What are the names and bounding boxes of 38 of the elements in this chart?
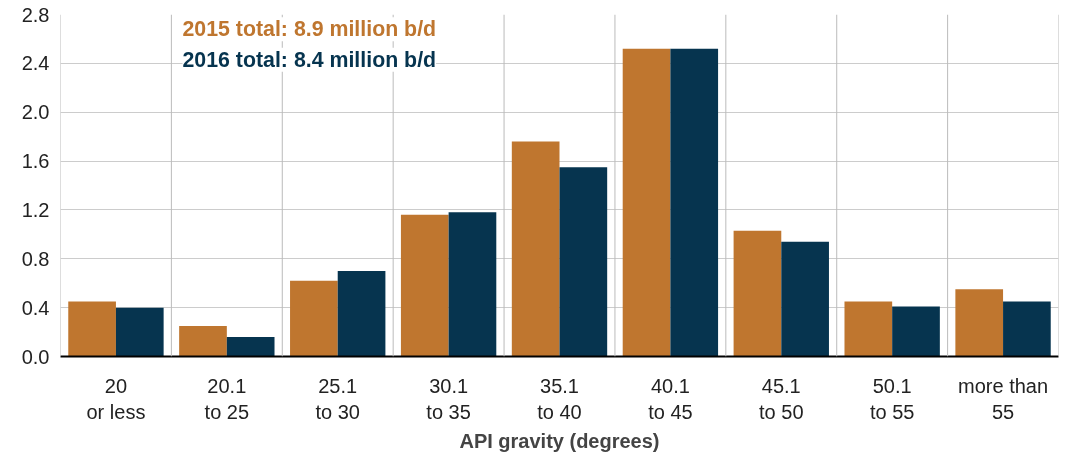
bar: [559, 167, 608, 357]
x-tick-label: 45.1 to 50: [759, 374, 804, 423]
y-tick-label: 1.2: [21, 198, 50, 221]
bar: [1003, 301, 1051, 357]
annotation: 2016 total: 8.4 million b/d: [182, 47, 437, 72]
y-tick-label: 1.6: [21, 150, 50, 173]
y-tick-label: 0.4: [21, 296, 50, 319]
bar: [68, 301, 116, 357]
bar: [226, 336, 275, 357]
x-tick-label: 20 or less: [86, 374, 146, 423]
bar: [115, 307, 164, 357]
bar: [400, 214, 449, 357]
bar: [955, 289, 1004, 357]
x-tick-label: more than 55: [958, 374, 1049, 423]
bar: [290, 280, 338, 357]
bar: [511, 141, 560, 357]
bar: [448, 212, 497, 357]
y-tick-label: 2.4: [21, 52, 50, 75]
bar: [622, 48, 671, 357]
x-tick-label: 35.1 to 40: [537, 374, 582, 423]
bar: [670, 48, 719, 357]
x-tick-label: 50.1 to 55: [869, 374, 915, 423]
x-tick-label: 25.1 to 30: [315, 374, 360, 423]
x-tick-label: 30.1 to 35: [426, 374, 471, 423]
y-tick-label: 2.8: [21, 3, 50, 26]
bar: [733, 230, 782, 357]
y-tick-label: 0.0: [21, 345, 50, 368]
x-tick-label: 20.1 to 25: [204, 374, 250, 423]
bar: [337, 271, 386, 357]
bar: [844, 301, 893, 357]
bar: [892, 306, 940, 357]
x-tick-label: 40.1 to 45: [648, 374, 693, 423]
x-axis-title: API gravity (degrees): [459, 429, 660, 452]
bar: [781, 241, 829, 357]
bar: [179, 325, 227, 357]
annotation: 2015 total: 8.9 million b/d: [182, 17, 437, 42]
y-tick-label: 2.0: [21, 101, 50, 124]
y-tick-label: 0.8: [21, 247, 50, 270]
